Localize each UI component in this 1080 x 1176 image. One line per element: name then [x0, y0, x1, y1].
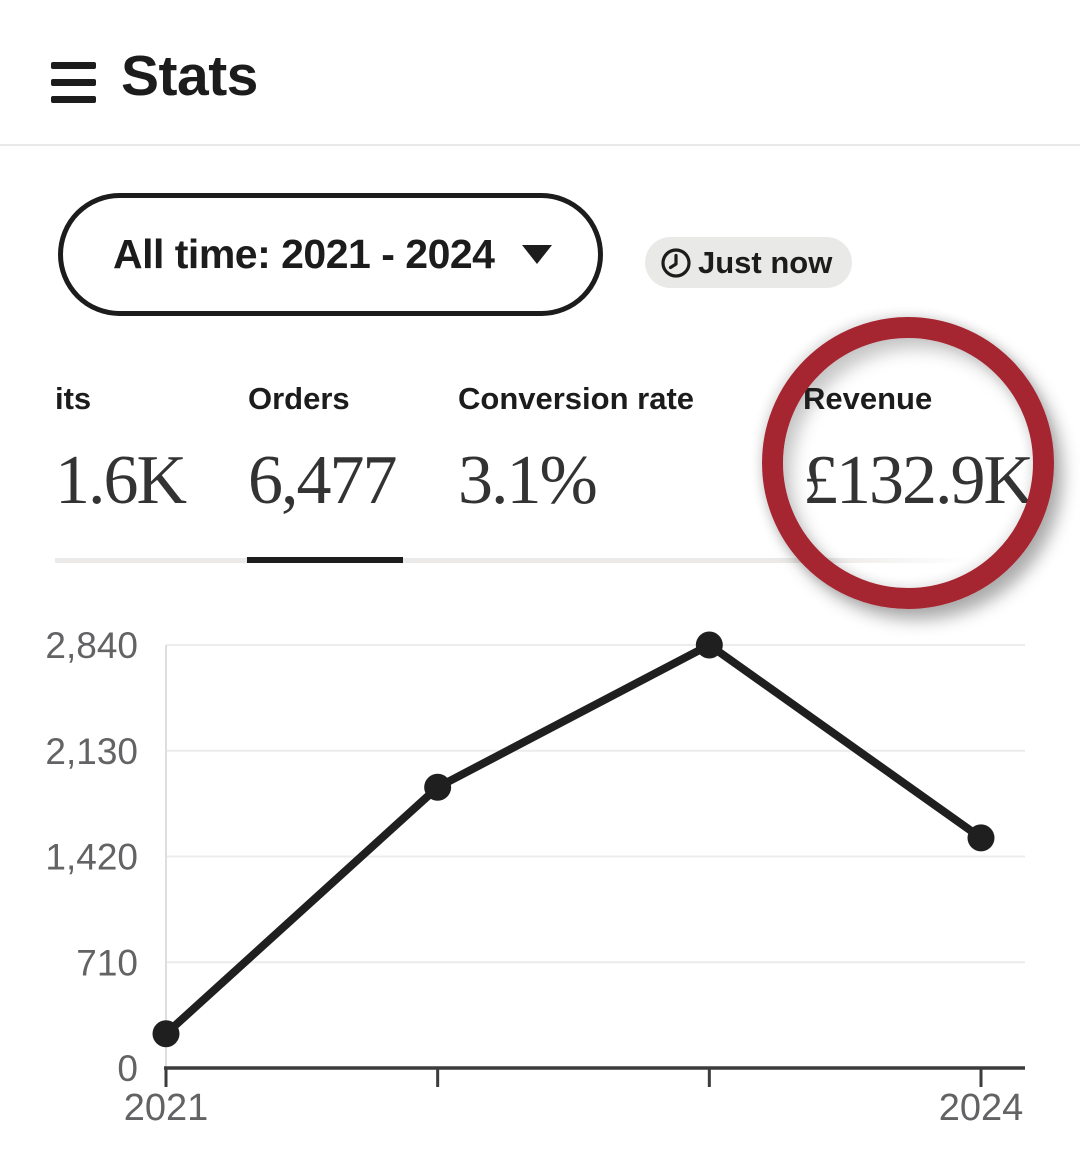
last-updated-text: Just now	[698, 244, 833, 280]
stat-value-visits: 1.6K	[55, 442, 187, 519]
stat-label-conversion-rate: Conversion rate	[458, 381, 695, 416]
stat-label-orders: Orders	[248, 381, 350, 416]
stat-column-revenue[interactable]: Revenue £132.9K	[803, 381, 1034, 519]
date-range-label: All time: 2021 - 2024	[113, 231, 495, 277]
orders-line-chart-svg: 0 710 1,420 2,130 2,840 2021 2024	[45, 625, 1025, 1129]
stat-column-visits[interactable]: its 1.6K	[55, 381, 187, 519]
page-title: Stats	[121, 44, 258, 108]
stat-label-revenue: Revenue	[803, 381, 933, 416]
svg-text:2024: 2024	[939, 1087, 1024, 1129]
stat-label-visits: its	[55, 381, 92, 416]
selected-stat-underline	[247, 557, 403, 563]
header-divider	[0, 144, 1080, 146]
svg-text:1,420: 1,420	[45, 837, 138, 878]
hamburger-bar	[51, 79, 96, 86]
svg-text:0: 0	[117, 1048, 138, 1089]
stat-column-orders[interactable]: Orders 6,477	[248, 381, 397, 519]
stat-value-conversion-rate: 3.1%	[458, 442, 598, 519]
svg-text:2,130: 2,130	[45, 731, 138, 772]
chevron-down-icon	[522, 245, 553, 264]
last-updated-badge: Just now	[645, 237, 853, 288]
stat-value-orders: 6,477	[248, 442, 397, 519]
svg-text:710: 710	[76, 942, 138, 983]
hamburger-bar	[51, 96, 96, 103]
date-range-selector[interactable]: All time: 2021 - 2024	[58, 193, 604, 316]
hamburger-menu-icon[interactable]	[51, 62, 96, 103]
stats-strip-divider	[55, 558, 970, 563]
hamburger-bar	[51, 62, 96, 69]
orders-line-chart: 0 710 1,420 2,130 2,840 2021 2024	[0, 600, 1080, 1176]
svg-text:2021: 2021	[124, 1087, 209, 1129]
svg-text:2,840: 2,840	[45, 625, 138, 666]
stat-column-conversion-rate[interactable]: Conversion rate 3.1%	[458, 383, 694, 516]
stat-value-revenue: £132.9K	[803, 442, 1034, 519]
clock-icon	[661, 247, 691, 278]
